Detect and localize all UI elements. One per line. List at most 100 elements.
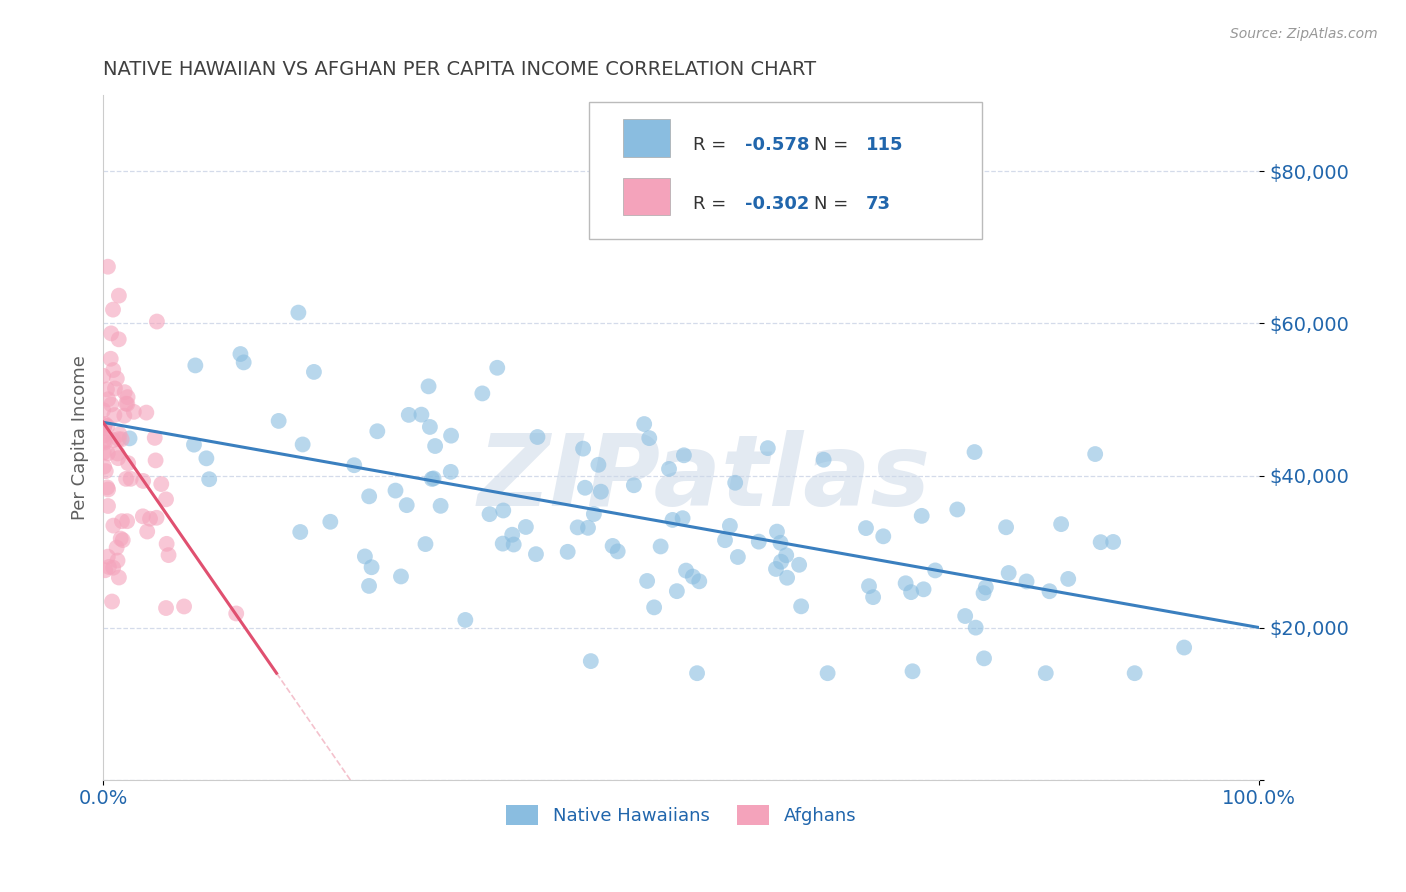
Point (184, 359, 207, 373)
Point (114, 385, 136, 400)
Point (515, 520, 537, 534)
Point (454, 613, 477, 627)
Point (973, 586, 995, 600)
Point (96, 480, 118, 494)
Text: 73: 73 (866, 194, 891, 212)
Point (894, 576, 917, 591)
Point (422, 471, 444, 485)
Point (911, 508, 934, 523)
Point (115, 514, 138, 528)
Point (343, 458, 366, 473)
Point (198, 472, 221, 486)
Point (492, 503, 515, 517)
Point (107, 446, 129, 460)
Point (486, 360, 509, 375)
Point (862, 590, 884, 604)
Point (1102, 535, 1125, 549)
Point (574, 481, 596, 495)
Point (770, 555, 793, 569)
Point (93, 428, 115, 442)
Point (145, 510, 167, 524)
Point (173, 599, 195, 614)
Point (112, 409, 135, 423)
Point (478, 507, 501, 521)
Point (91, 368, 114, 383)
Point (94, 464, 117, 478)
Point (572, 442, 595, 456)
Point (766, 524, 789, 539)
Point (602, 539, 624, 553)
Point (423, 439, 446, 453)
Text: N =: N = (814, 136, 853, 154)
Point (384, 483, 406, 498)
Point (638, 431, 661, 445)
Point (858, 579, 880, 593)
Point (973, 651, 995, 665)
Point (291, 437, 314, 451)
Point (359, 489, 381, 503)
Point (724, 475, 747, 490)
Point (232, 355, 254, 369)
Point (727, 549, 749, 564)
Point (105, 541, 128, 555)
Point (100, 397, 122, 411)
Point (103, 518, 125, 533)
Point (398, 408, 420, 422)
Point (96, 383, 118, 397)
Point (924, 563, 946, 577)
Point (440, 465, 463, 479)
Point (1123, 666, 1146, 681)
Point (524, 547, 547, 561)
Point (107, 332, 129, 346)
Point (411, 408, 433, 422)
Point (91, 403, 114, 417)
Point (671, 511, 693, 525)
Point (872, 529, 894, 543)
Point (111, 533, 134, 548)
Point (1035, 666, 1057, 681)
Text: Source: ZipAtlas.com: Source: ZipAtlas.com (1230, 27, 1378, 41)
Point (658, 462, 681, 476)
Point (122, 405, 145, 419)
Point (108, 570, 131, 584)
Point (643, 600, 665, 615)
Point (93, 421, 115, 435)
Point (1038, 584, 1060, 599)
Point (672, 448, 695, 462)
Text: R =: R = (693, 194, 731, 212)
Point (103, 363, 125, 377)
Point (94, 563, 117, 577)
Point (588, 458, 610, 472)
Point (287, 305, 309, 319)
Point (366, 424, 388, 438)
Point (111, 432, 134, 446)
Point (502, 537, 524, 551)
Point (855, 521, 877, 535)
Point (103, 408, 125, 422)
Point (108, 288, 131, 302)
Point (101, 302, 124, 317)
Point (183, 437, 205, 451)
Point (633, 417, 655, 431)
Point (974, 580, 997, 594)
Legend: Native Hawaiians, Afghans: Native Hawaiians, Afghans (499, 797, 863, 832)
Point (229, 347, 252, 361)
Point (579, 654, 602, 668)
Text: N =: N = (814, 194, 853, 212)
Point (471, 386, 494, 401)
Point (790, 599, 813, 614)
Point (150, 477, 173, 491)
Point (139, 512, 162, 526)
Point (117, 390, 139, 404)
Point (93, 459, 115, 474)
Point (686, 666, 709, 681)
Point (953, 609, 976, 624)
Point (105, 371, 128, 385)
Point (111, 514, 134, 528)
Point (817, 666, 839, 681)
Point (156, 537, 179, 551)
Point (107, 432, 129, 446)
Point (675, 564, 697, 578)
Point (650, 540, 672, 554)
Point (776, 571, 799, 585)
